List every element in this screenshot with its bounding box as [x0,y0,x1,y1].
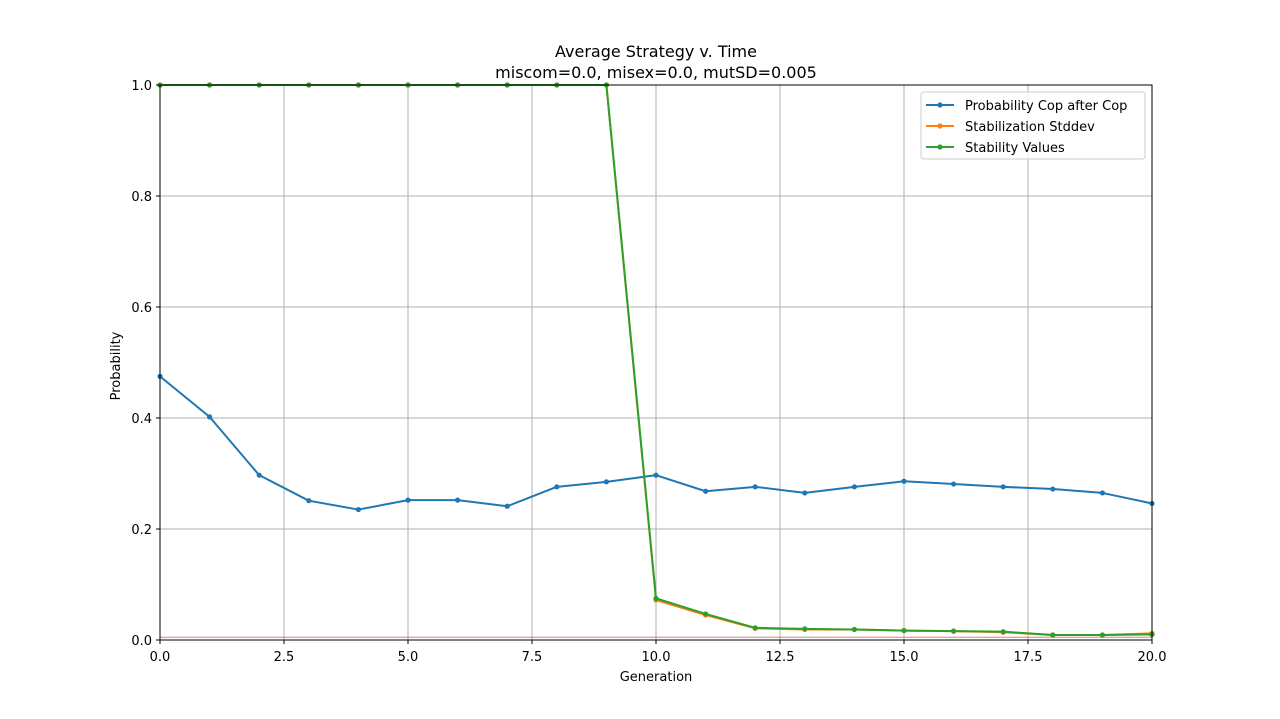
legend-label: Stability Values [965,141,1065,156]
legend-label: Probability Cop after Cop [965,99,1127,114]
y-tick-label: 0.8 [131,190,152,205]
legend: Probability Cop after Cop Stabilization S… [920,91,1146,160]
chart-subtitle: miscom=0.0, misex=0.0, mutSD=0.005 [495,63,817,82]
y-tick-label: 0.2 [131,523,152,538]
legend-item: Probability Cop after Cop [926,99,1127,114]
legend-item: Stability Values [926,141,1065,156]
legend-swatch-marker [937,123,943,129]
y-tick-label: 0.0 [131,634,152,649]
y-axis-ticks: 0.0 0.2 0.4 0.6 0.8 1.0 [131,79,160,649]
y-tick-label: 0.6 [131,301,152,316]
x-axis-label: Generation [620,670,693,685]
x-tick-label: 17.5 [1014,650,1043,665]
x-tick-label: 20.0 [1138,650,1167,665]
data-point [455,497,461,503]
data-point [703,488,709,494]
y-tick-label: 1.0 [131,79,152,94]
x-axis-ticks: 0.0 2.5 5.0 7.5 10.0 12.5 15.0 17.5 20.0 [150,640,1167,665]
data-point [851,626,858,633]
data-point [752,484,758,490]
legend-swatch-marker [937,102,943,108]
data-point [802,626,808,632]
chart-title: Average Strategy v. Time [555,42,757,61]
x-tick-label: 5.0 [398,650,419,665]
data-point [1099,490,1105,496]
x-tick-label: 7.5 [522,650,543,665]
x-tick-label: 15.0 [890,650,919,665]
data-point [207,414,213,420]
data-point [851,484,858,490]
x-tick-label: 0.0 [150,650,171,665]
data-point [405,497,411,503]
y-tick-label: 0.4 [131,412,152,427]
data-point [901,478,907,484]
legend-box [920,91,1146,160]
data-point [1000,629,1006,635]
legend-item: Stabilization Stddev [926,120,1095,135]
x-tick-label: 12.5 [766,650,795,665]
data-point [951,628,957,634]
data-point [603,479,610,485]
data-point [703,611,709,617]
legend-label: Stabilization Stddev [965,120,1095,135]
data-point [653,472,659,478]
data-point [306,498,312,504]
data-point [504,503,510,509]
data-point [1000,484,1006,490]
grid-lines [159,84,1153,641]
data-point [355,506,361,513]
data-point [901,627,907,634]
data-point [951,481,957,487]
data-point [1099,632,1105,638]
data-point [256,472,262,478]
legend-swatch-marker [937,144,943,150]
data-point [1050,632,1056,638]
data-point [802,490,808,496]
data-point [752,625,758,631]
x-tick-label: 2.5 [274,650,295,665]
x-tick-label: 10.0 [642,650,671,665]
data-point [554,484,560,490]
data-point [653,595,659,601]
data-point [1050,486,1056,492]
y-axis-label: Probability [109,331,124,400]
